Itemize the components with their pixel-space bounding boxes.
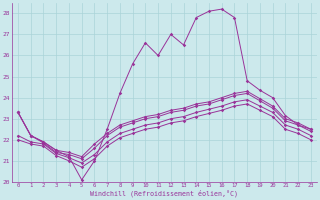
X-axis label: Windchill (Refroidissement éolien,°C): Windchill (Refroidissement éolien,°C)	[91, 190, 238, 197]
